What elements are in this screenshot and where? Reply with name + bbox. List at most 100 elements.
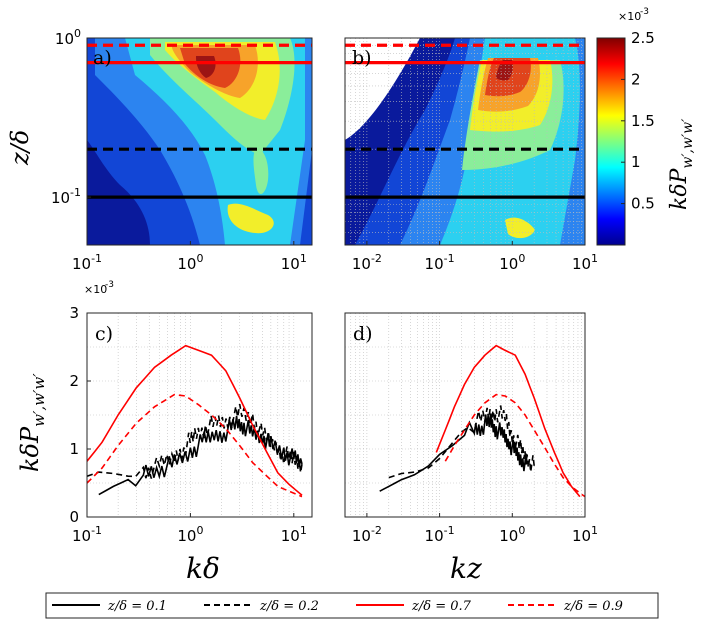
contour-noise — [227, 203, 274, 234]
x-tick-label-exp: 1 — [591, 524, 598, 537]
panel-c-grid — [87, 313, 312, 517]
x-tick-label: 101 — [572, 524, 598, 545]
xlabel-d: kz — [450, 552, 482, 585]
x-tick-label-exp: 0 — [518, 524, 525, 537]
x-tick-label-exp: -2 — [371, 524, 382, 537]
x-tick-label-base: 10 — [281, 527, 300, 545]
x-tick-label-base: 10 — [572, 527, 591, 545]
colorbar-scale-base: ×10 — [618, 10, 641, 23]
x-tick-label: 10-1 — [425, 524, 455, 545]
x-tick-label-exp: 1 — [591, 252, 598, 265]
legend-label: z/δ = 0.7 — [411, 599, 472, 614]
x-tick-label-base: 10 — [177, 527, 196, 545]
x-tick-label: 10-2 — [352, 524, 382, 545]
contour-noise — [505, 217, 535, 239]
x-tick-label-base: 10 — [177, 255, 196, 273]
x-tick-label: 100 — [177, 252, 203, 273]
panel-b-frame — [344, 37, 586, 246]
x-tick-label-exp: -1 — [444, 524, 455, 537]
x-tick-label-exp: 1 — [300, 524, 307, 537]
panel-b-axes: 10-2 10-1 100 101 — [344, 37, 598, 273]
colorbar-label-sub: w′,w′w′ — [680, 118, 696, 169]
x-tick-label-base: 10 — [352, 255, 371, 273]
panel-label-b: b) — [352, 47, 372, 69]
y-tick-label-exp: 0 — [74, 27, 81, 40]
x-tick-label: 100 — [499, 252, 525, 273]
xlabel-c: kδ — [186, 552, 220, 585]
colorbar-ticks: 0.5 1 1.5 2 2.5 — [621, 29, 655, 213]
x-tick-label-base: 10 — [352, 527, 371, 545]
colorbar-tick-label: 2 — [631, 70, 641, 88]
colorbar-tick-label: 0.5 — [631, 195, 655, 213]
y-tick-label: 100 — [55, 27, 81, 48]
y-tick-label: 2 — [69, 372, 79, 390]
x-tick-label-base: 10 — [425, 255, 444, 273]
colorbar-tick-label: 2.5 — [631, 29, 655, 47]
y-tick-label-base: 10 — [51, 189, 70, 207]
x-tick-label-exp: -1 — [91, 524, 102, 537]
contour-noise-2 — [253, 149, 269, 195]
x-tick-label-exp: 0 — [196, 524, 203, 537]
y-tick-label: 3 — [69, 304, 79, 322]
series-02 — [87, 403, 303, 479]
y-tick-label-base: 10 — [55, 30, 74, 48]
panel-label-d: d) — [353, 323, 373, 345]
colorbar-tick-label: 1 — [631, 153, 641, 171]
colorbar-label: kδPw′,w′w′ — [667, 118, 696, 210]
ylabel-top: z/δ — [6, 130, 34, 166]
x-tick-label-exp: 0 — [196, 252, 203, 265]
reference-line-layer — [87, 43, 585, 199]
legend-label: z/δ = 0.2 — [259, 599, 319, 614]
panel-a — [87, 38, 312, 245]
panel-d-axes: 10-2 10-1 100 101 — [344, 312, 598, 545]
x-tick-label: 10-1 — [72, 252, 102, 273]
x-tick-label: 10-1 — [425, 252, 455, 273]
x-tick-label-base: 10 — [281, 255, 300, 273]
series-07 — [87, 344, 303, 496]
x-tick-label-base: 10 — [572, 255, 591, 273]
x-tick-label-exp: -1 — [91, 252, 102, 265]
y-tick-label-exp: -1 — [70, 186, 81, 199]
ylabel-bottom-main: kδP — [16, 426, 44, 472]
x-tick-label-base: 10 — [72, 255, 91, 273]
colorbar-scale-exp: -3 — [640, 7, 649, 17]
colorbar-gradient — [596, 37, 626, 246]
legend: z/δ = 0.1 z/δ = 0.2 z/δ = 0.7 z/δ = 0.9 — [45, 592, 659, 619]
panel-c-series — [87, 344, 303, 498]
x-tick-label-exp: -1 — [444, 252, 455, 265]
legend-items: z/δ = 0.1 z/δ = 0.2 z/δ = 0.7 z/δ = 0.9 — [52, 599, 623, 614]
x-tick-label: 100 — [177, 524, 203, 545]
legend-box — [45, 592, 659, 619]
panel-label-c: c) — [95, 323, 113, 345]
scale-c-exp: -3 — [105, 280, 114, 290]
colorbar: 0.5 1 1.5 2 2.5 ×10 -3 kδPw′,w′w′ — [596, 7, 696, 246]
x-tick-label: 101 — [281, 252, 307, 273]
panel-b — [345, 38, 585, 245]
series-07 — [435, 344, 581, 498]
series-02 — [388, 405, 535, 479]
x-tick-label-base: 10 — [425, 527, 444, 545]
x-tick-label-exp: 1 — [300, 252, 307, 265]
panel-label-a: a) — [93, 47, 112, 69]
x-tick-label: 101 — [281, 524, 307, 545]
x-tick-label-exp: -2 — [371, 252, 382, 265]
ylabel-bottom-sub: w′,w′w′ — [30, 373, 48, 427]
x-tick-label: 100 — [499, 524, 525, 545]
x-tick-label-base: 10 — [499, 527, 518, 545]
curve-layer — [87, 344, 585, 498]
x-tick-label-exp: 0 — [518, 252, 525, 265]
series-01 — [379, 414, 528, 492]
y-tick-label: 1 — [69, 440, 79, 458]
series-09 — [444, 393, 585, 498]
contour-level-9 — [496, 60, 513, 81]
x-tick-label-base: 10 — [499, 255, 518, 273]
colorbar-label-main: kδP — [667, 167, 692, 210]
panel-d-frame — [344, 312, 586, 518]
x-tick-label: 10-2 — [352, 252, 382, 273]
series-09 — [87, 393, 303, 498]
panel-d-grid — [345, 313, 585, 517]
